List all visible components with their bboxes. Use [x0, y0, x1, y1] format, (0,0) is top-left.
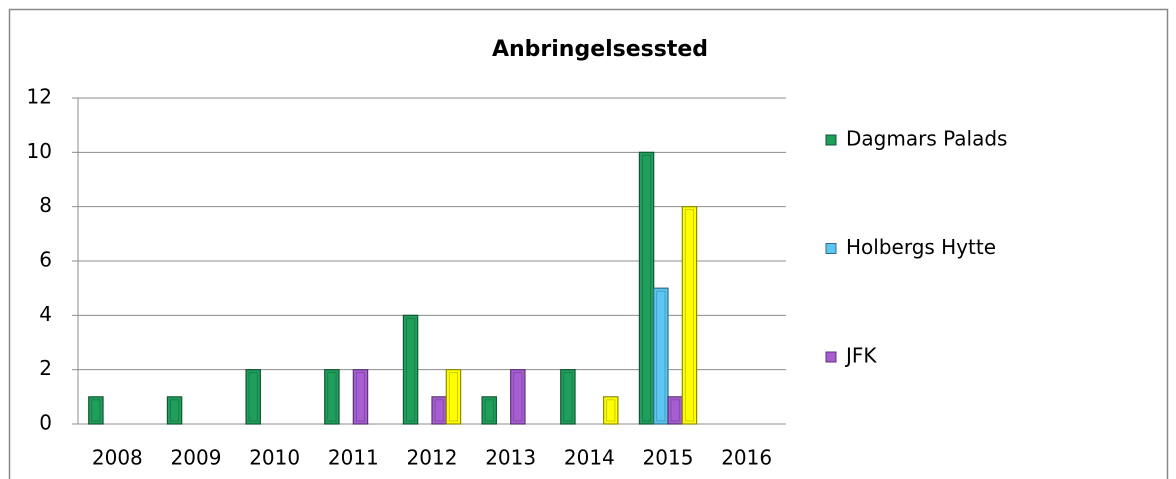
- bar: [445, 369, 462, 425]
- legend-swatch: [825, 243, 837, 254]
- bar: [667, 396, 683, 425]
- x-tick-label: 2010: [249, 446, 300, 470]
- y-tick-label: 4: [39, 302, 52, 326]
- y-tick-label: 6: [39, 248, 52, 272]
- x-tick-label: 2015: [643, 446, 694, 470]
- bar: [245, 369, 261, 425]
- bar: [560, 369, 576, 425]
- legend-swatch: [825, 134, 837, 146]
- x-tick-label: 2011: [328, 446, 379, 470]
- x-tick-label: 2012: [407, 446, 458, 470]
- chart-border: [8, 8, 1169, 479]
- bar: [510, 369, 526, 425]
- bar: [352, 369, 369, 425]
- y-tick-label: 12: [27, 85, 52, 109]
- legend-swatch: [825, 351, 837, 363]
- bar: [653, 287, 669, 425]
- bar: [324, 369, 340, 425]
- y-tick-label: 8: [39, 193, 52, 217]
- x-tick-label: 2009: [171, 446, 222, 470]
- bar: [431, 396, 447, 425]
- x-tick-label: 2014: [564, 446, 615, 470]
- x-tick-label: 2016: [721, 446, 772, 470]
- legend-label: Holbergs Hytte: [846, 235, 996, 259]
- bar: [603, 396, 619, 425]
- legend-label: Dagmars Palads: [846, 127, 1007, 151]
- chart-title: Anbringelsessted: [492, 37, 708, 62]
- bar: [681, 206, 698, 425]
- bar: [481, 396, 497, 425]
- bar: [638, 151, 655, 425]
- bar: [402, 314, 419, 425]
- y-tick-label: 0: [39, 411, 52, 435]
- x-tick-label: 2013: [485, 446, 536, 470]
- y-tick-label: 10: [27, 139, 52, 163]
- x-tick-label: 2008: [92, 446, 143, 470]
- y-tick-label: 2: [39, 356, 52, 380]
- legend-label: JFK: [844, 344, 877, 368]
- bar: [166, 396, 183, 425]
- bar: [88, 396, 104, 425]
